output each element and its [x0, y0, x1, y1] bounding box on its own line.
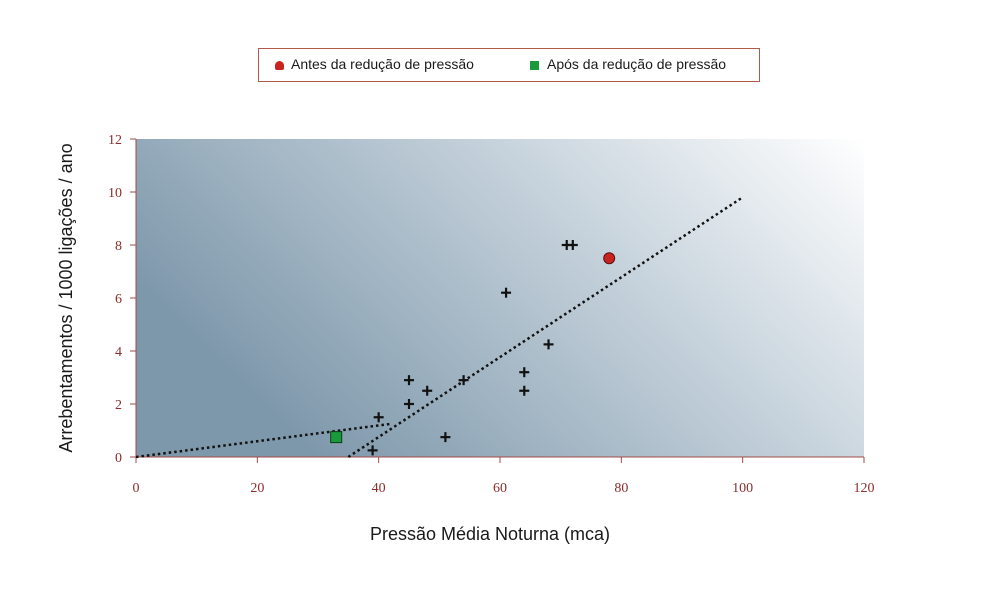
data-points	[330, 240, 616, 456]
x-tick-label: 20	[250, 481, 264, 496]
point-plus	[440, 432, 451, 443]
legend: Antes da redução de pressão Após da redu…	[258, 48, 760, 82]
axes	[130, 138, 865, 463]
point-plus	[458, 375, 469, 386]
trendline-2	[347, 196, 744, 459]
axis-labels: 0 20 40 60 80 100 120 0 2 4 6 8 10 12	[108, 133, 875, 496]
y-tick-label: 2	[115, 398, 122, 413]
y-tick-label: 6	[115, 292, 122, 307]
point-plus	[567, 240, 578, 250]
y-axis-title: Arrebentamentos / 1000 ligações / ano	[56, 143, 76, 452]
point-plus	[422, 385, 433, 396]
x-tick-label: 40	[372, 481, 386, 496]
legend-label-before: Antes da redução de pressão	[291, 56, 474, 72]
point-plus	[501, 287, 512, 298]
y-tick-label: 8	[115, 239, 122, 254]
x-axis-title: Pressão Média Noturna (mca)	[370, 524, 610, 544]
x-tick-label: 100	[732, 481, 753, 496]
point-plus	[543, 339, 554, 350]
y-tick-label: 10	[108, 186, 122, 201]
x-tick-label: 60	[493, 481, 507, 496]
y-tick-label: 4	[115, 345, 122, 360]
x-tick-label: 0	[133, 481, 140, 496]
trendline-1	[135, 422, 391, 459]
y-tick-label: 12	[108, 133, 122, 148]
x-tick-label: 120	[854, 481, 875, 496]
point-plus	[519, 367, 530, 378]
point-plus	[404, 399, 414, 409]
trendlines	[135, 196, 744, 459]
plot-area	[136, 139, 864, 457]
y-tick-label: 0	[115, 451, 122, 466]
point-after	[330, 431, 343, 444]
point-before	[603, 252, 616, 265]
legend-label-after: Após da redução de pressão	[547, 56, 727, 72]
x-tick-label: 80	[614, 481, 628, 496]
point-plus	[519, 385, 530, 396]
legend-marker-after	[530, 61, 539, 70]
point-plus	[404, 375, 414, 386]
legend-marker-before	[275, 61, 284, 70]
point-plus	[367, 445, 378, 456]
point-plus	[373, 412, 384, 423]
